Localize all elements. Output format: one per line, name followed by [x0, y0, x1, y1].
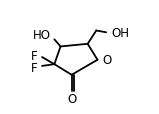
Text: HO: HO — [33, 29, 51, 42]
Text: F: F — [31, 62, 38, 75]
Text: OH: OH — [111, 27, 129, 39]
Text: O: O — [102, 54, 112, 67]
Text: F: F — [31, 49, 38, 62]
Text: O: O — [67, 92, 76, 105]
